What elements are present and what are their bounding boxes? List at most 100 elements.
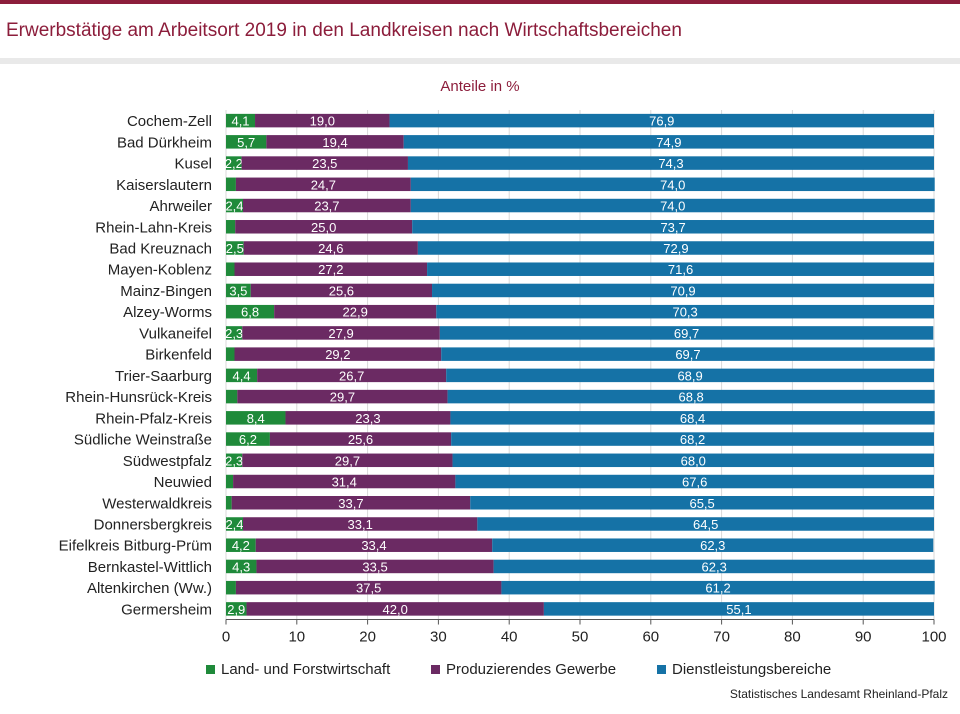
bar-serv (447, 389, 935, 404)
data-label: 6,8 (241, 305, 259, 320)
bar-serv (446, 368, 934, 383)
category-label: Bernkastel-Wittlich (88, 559, 212, 576)
bar-prod (255, 538, 493, 552)
category-label: Rhein-Pfalz-Kreis (95, 410, 212, 427)
x-tick-label: 50 (572, 629, 589, 646)
data-label: 24,6 (318, 241, 343, 256)
bar-prod (235, 177, 411, 192)
data-label: 2,9 (227, 602, 245, 617)
title-separator (0, 58, 960, 64)
data-label: 22,9 (343, 305, 368, 320)
bar-agri (226, 135, 267, 149)
bar-serv (412, 220, 935, 234)
bar-prod (243, 241, 418, 255)
legend-item-agri: Land- und Forstwirtschaft (206, 661, 390, 678)
data-label: 5,7 (237, 135, 255, 150)
bar-prod (257, 368, 447, 383)
chart-subtitle: Anteile in % (440, 78, 520, 95)
x-tick-label: 60 (642, 629, 659, 646)
category-label: Donnersbergkreis (94, 516, 212, 533)
bar-serv (427, 262, 934, 276)
bar-serv (543, 602, 934, 616)
data-label: 23,3 (355, 411, 380, 426)
bar-agri (226, 241, 244, 255)
bar-agri (226, 198, 243, 213)
bar-prod (241, 156, 408, 170)
data-label: 3,5 (229, 283, 247, 298)
bar-serv (439, 326, 934, 340)
data-label: 67,6 (682, 475, 707, 490)
bar-agri (226, 602, 247, 616)
bar-serv (492, 538, 934, 552)
bar-serv (432, 283, 934, 298)
bar-agri (226, 453, 243, 468)
x-tick-label: 10 (288, 629, 305, 646)
bar-serv (389, 113, 935, 128)
top-rule (0, 0, 960, 4)
category-label: Westerwaldkreis (102, 495, 212, 512)
data-label: 4,2 (232, 538, 250, 553)
data-label: 76,9 (649, 114, 674, 129)
data-label: 6,2 (239, 432, 257, 447)
data-label: 2,4 (225, 517, 243, 532)
data-label: 74,0 (660, 177, 685, 192)
category-label: Germersheim (121, 601, 212, 618)
data-label: 64,5 (693, 517, 718, 532)
bar-serv (410, 198, 935, 213)
data-label: 71,6 (668, 262, 693, 277)
bar-serv (452, 453, 934, 468)
data-label: 25,6 (329, 283, 354, 298)
data-label: 70,9 (670, 283, 695, 298)
data-label: 33,7 (338, 496, 363, 511)
category-label: Alzey-Worms (123, 304, 212, 321)
legend-swatch-agri (206, 665, 215, 674)
bar-agri (226, 177, 236, 192)
data-label: 2,2 (225, 156, 243, 171)
data-label: 65,5 (689, 496, 714, 511)
data-label: 68,0 (681, 453, 706, 468)
category-label: Rhein-Hunsrück-Kreis (65, 389, 212, 406)
bar-prod (234, 262, 428, 276)
bar-prod (237, 389, 448, 404)
bar-prod (234, 347, 442, 361)
chart-title: Erwerbstätige am Arbeitsort 2019 in den … (6, 20, 682, 41)
category-label: Rhein-Lahn-Kreis (95, 219, 212, 236)
data-label: 31,4 (332, 475, 357, 490)
bar-serv (470, 496, 934, 510)
category-label: Kaiserslautern (116, 177, 212, 194)
x-tick-label: 30 (430, 629, 447, 646)
bar-agri (226, 326, 243, 340)
bar-prod (246, 602, 544, 616)
category-label: Eifelkreis Bitburg-Prüm (59, 538, 212, 555)
x-tick-label: 70 (713, 629, 730, 646)
bar-serv (493, 559, 935, 574)
legend-swatch-serv (657, 665, 666, 674)
data-label: 68,9 (677, 368, 702, 383)
data-label: 8,4 (247, 411, 265, 426)
bar-agri (226, 474, 234, 489)
data-label: 72,9 (663, 241, 688, 256)
legend-swatch-prod (431, 665, 440, 674)
bar-prod (235, 580, 502, 595)
data-label: 2,4 (225, 199, 243, 214)
bar-prod (256, 559, 494, 574)
bar-agri (226, 347, 235, 361)
bar-prod (231, 496, 471, 510)
bar-agri (226, 220, 236, 234)
category-label: Altenkirchen (Ww.) (87, 580, 212, 597)
bar-agri (226, 262, 235, 276)
category-label: Birkenfeld (145, 347, 212, 364)
bar-serv (477, 517, 934, 531)
x-tick-label: 20 (359, 629, 376, 646)
data-label: 69,7 (675, 347, 700, 362)
data-label: 29,2 (325, 347, 350, 362)
data-label: 73,7 (660, 220, 685, 235)
data-label: 68,4 (680, 411, 705, 426)
category-label: Bad Dürkheim (117, 134, 212, 151)
bar-agri (226, 156, 242, 170)
data-label: 25,6 (348, 432, 373, 447)
data-label: 23,7 (314, 199, 339, 214)
data-label: 27,9 (328, 326, 353, 341)
bar-prod (250, 283, 433, 298)
